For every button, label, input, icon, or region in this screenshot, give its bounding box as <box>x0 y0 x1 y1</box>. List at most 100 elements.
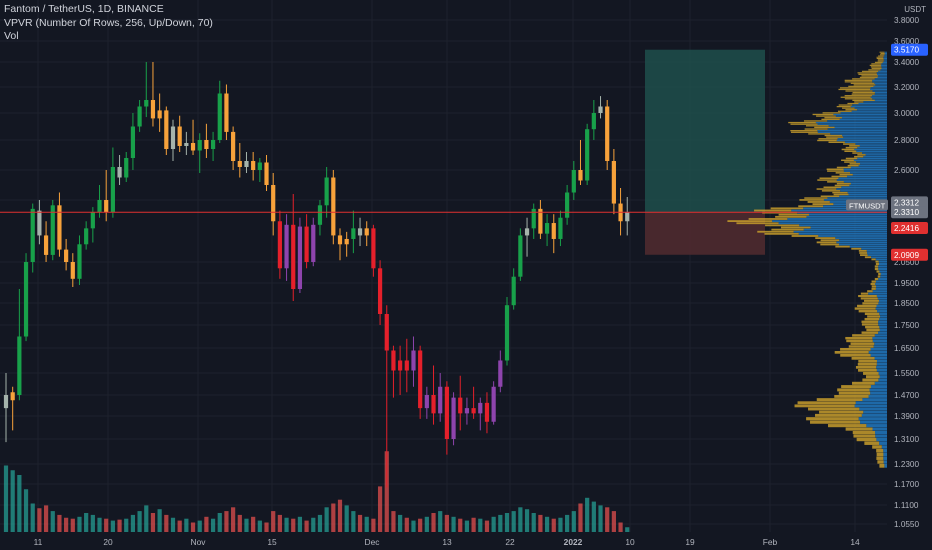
time-tick-label: 22 <box>505 537 515 547</box>
vp-bar-down <box>848 85 874 87</box>
vp-bar-up <box>878 277 887 281</box>
volume-bar <box>23 489 29 532</box>
vp-bar-down <box>808 133 831 135</box>
volume-bar <box>391 511 396 532</box>
vp-bar-down <box>817 179 837 181</box>
volume-bar <box>84 513 89 532</box>
candle <box>491 381 496 425</box>
volume-bar <box>544 516 550 532</box>
grid-lines <box>0 0 887 532</box>
vp-bar-up <box>884 51 887 53</box>
volume-bar <box>43 505 49 532</box>
candle <box>244 152 249 173</box>
volume-bar <box>518 507 523 532</box>
candle <box>264 155 269 191</box>
volume-bar <box>137 511 142 532</box>
vp-bar-up <box>870 391 887 395</box>
vp-bar-up <box>858 417 887 421</box>
candle-body <box>97 200 102 213</box>
candle <box>558 210 563 247</box>
candle <box>544 214 550 247</box>
vp-bar-up <box>799 224 887 227</box>
vp-bar-up <box>883 56 887 58</box>
vp-bar-down <box>852 78 875 80</box>
vp-bar-down <box>861 75 879 77</box>
vp-bar-up <box>863 155 887 158</box>
candle <box>37 200 42 245</box>
vp-bar-up <box>848 193 887 196</box>
vp-bar-down <box>836 166 851 169</box>
price-tick-label: 3.0000 <box>894 109 919 118</box>
vp-bar-down <box>858 73 877 75</box>
volume-bar <box>585 497 590 532</box>
vp-bar-down <box>808 407 860 411</box>
candle-body <box>317 205 323 225</box>
volume-bar <box>190 522 196 532</box>
volume-indicator-label[interactable]: Vol <box>4 30 19 42</box>
vp-bar-down <box>857 154 866 156</box>
vp-bar-down <box>876 449 884 453</box>
vp-bar-down <box>871 285 876 288</box>
volume-bar <box>418 518 423 532</box>
vp-bar-down <box>764 232 799 235</box>
vp-bar-up <box>854 148 887 151</box>
vp-bar-down <box>839 173 853 176</box>
vp-bar-down <box>876 452 884 457</box>
vp-bar-down <box>880 52 885 54</box>
candle-body <box>538 208 543 234</box>
volume-bar <box>424 516 429 532</box>
candle-body <box>110 167 115 213</box>
candle-body <box>357 228 363 236</box>
volume-bar <box>184 518 189 532</box>
volume-bar <box>384 451 389 532</box>
vp-bar-down <box>727 220 773 223</box>
vp-bar-up <box>833 113 887 116</box>
volume-bar <box>170 517 176 532</box>
candle <box>618 188 623 236</box>
candle <box>144 62 149 118</box>
candle <box>23 253 29 342</box>
vp-bar-down <box>848 345 874 348</box>
candle <box>524 217 530 257</box>
volume-bar <box>237 514 242 532</box>
vp-bar-up <box>881 67 887 69</box>
vp-bar-up <box>850 172 887 174</box>
candle-body <box>391 350 396 371</box>
vp-bar-down <box>826 168 844 170</box>
candle-body <box>231 131 236 161</box>
volume-bar <box>605 507 610 532</box>
candle-body <box>257 162 262 170</box>
candle <box>197 133 202 173</box>
volume-bar <box>77 516 82 532</box>
vp-bar-up <box>817 131 887 133</box>
vp-bar-down <box>834 351 869 354</box>
vp-bar-down <box>876 58 884 60</box>
vp-bar-up <box>793 230 887 233</box>
vp-bar-down <box>788 121 816 124</box>
candle <box>484 392 490 434</box>
vp-bar-down <box>876 270 880 273</box>
candle-body <box>464 408 470 414</box>
candle-body <box>438 386 443 414</box>
vp-bar-up <box>872 81 887 83</box>
vp-bar-up <box>862 398 887 401</box>
vpvr-indicator-label[interactable]: VPVR (Number Of Rows, 256, Up/Down, 70) <box>4 17 213 29</box>
vp-bar-up <box>817 123 887 125</box>
vp-bar-down <box>799 199 824 201</box>
vp-bar-up <box>875 307 887 310</box>
red-level-tag-bg <box>891 222 928 235</box>
candle <box>17 289 22 401</box>
vp-bar-up <box>874 91 887 94</box>
symbol-title[interactable]: Fantom / TetherUS, 1D, BINANCE <box>4 3 164 15</box>
vp-bar-down <box>879 464 885 468</box>
vp-bar-up <box>839 239 887 242</box>
vp-bar-up <box>860 420 887 424</box>
candle <box>511 268 516 310</box>
candle <box>411 336 416 387</box>
candle <box>598 96 603 119</box>
candle-body <box>17 336 22 395</box>
volume-bar <box>17 475 22 532</box>
candle <box>444 381 449 455</box>
candle-body <box>210 140 216 149</box>
